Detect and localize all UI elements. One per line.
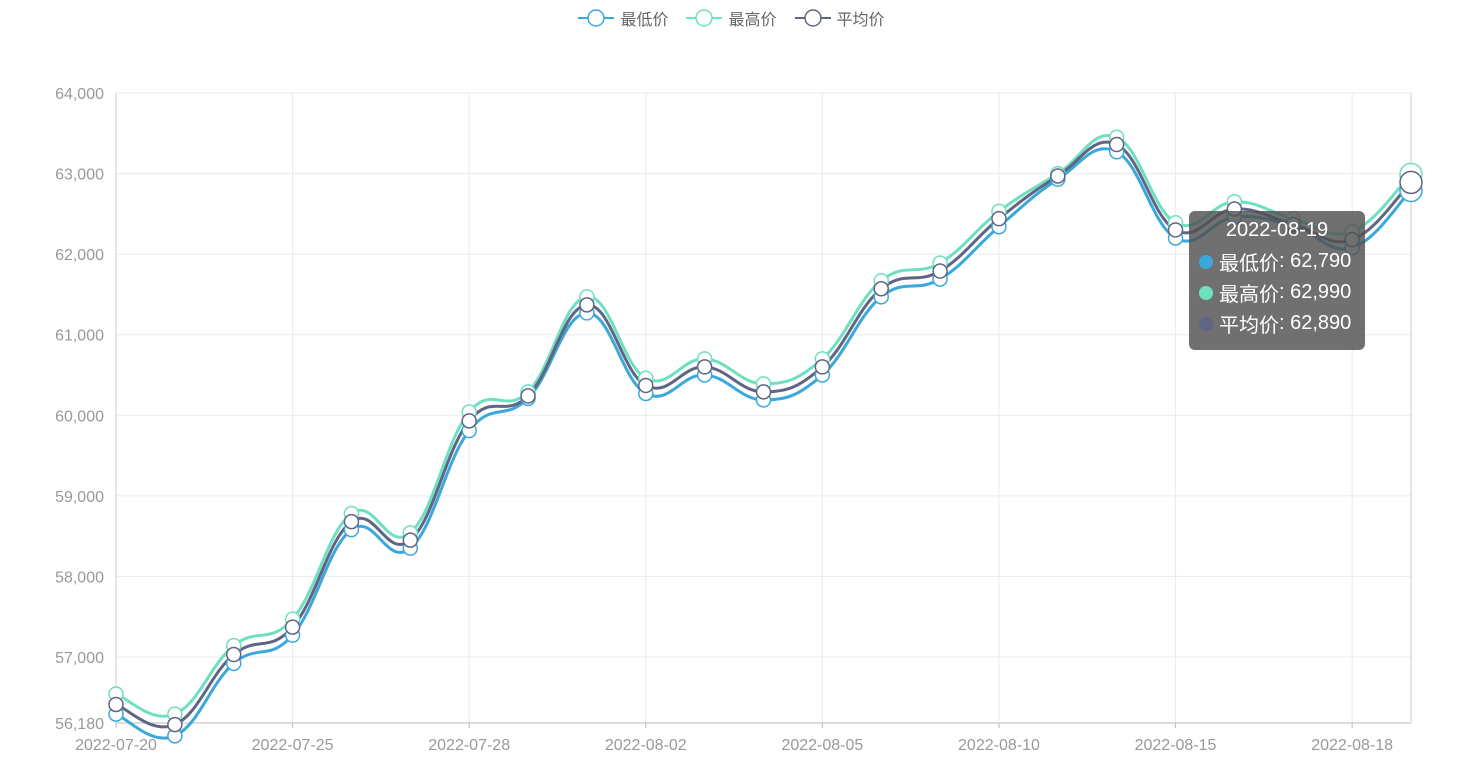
data-point bbox=[755, 384, 772, 400]
series-dot-icon bbox=[1199, 285, 1213, 300]
y-tick-label: 59,000 bbox=[55, 489, 104, 506]
data-point bbox=[1108, 136, 1125, 153]
legend-item-low[interactable]: 最低价 bbox=[578, 6, 668, 30]
x-tick-label: 2022-08-02 bbox=[605, 737, 687, 754]
legend-line-circle-icon bbox=[794, 9, 831, 27]
tooltip-row-high: 最高价: 62,990 bbox=[1199, 277, 1355, 308]
y-tick-label: 62,000 bbox=[55, 247, 104, 264]
tooltip-row-avg: 平均价: 62,890 bbox=[1199, 308, 1355, 339]
tooltip-series-value: 62,790 bbox=[1290, 250, 1352, 272]
legend-line-circle-icon bbox=[686, 9, 723, 27]
legend-label-low: 最低价 bbox=[620, 12, 669, 29]
data-point bbox=[108, 696, 124, 713]
data-point bbox=[873, 281, 889, 297]
data-point bbox=[284, 619, 301, 635]
series-dot-icon bbox=[1199, 316, 1213, 331]
legend-line-circle-icon bbox=[578, 9, 615, 27]
y-tick-label: 64,000 bbox=[55, 86, 104, 103]
data-point bbox=[696, 359, 713, 375]
data-point bbox=[1050, 168, 1066, 184]
data-point bbox=[225, 646, 242, 663]
x-tick-label: 2022-08-10 bbox=[958, 737, 1040, 754]
data-point bbox=[638, 377, 654, 394]
data-point bbox=[814, 359, 831, 375]
series-dot-icon bbox=[1199, 254, 1213, 269]
y-tick-label: 63,000 bbox=[55, 167, 104, 184]
x-tick-label: 2022-08-05 bbox=[781, 737, 863, 754]
y-tick-label: 58,000 bbox=[55, 569, 104, 586]
data-point bbox=[1399, 170, 1423, 195]
tooltip-series-value: 62,990 bbox=[1290, 281, 1352, 303]
tooltip-date: 2022-08-19 bbox=[1225, 219, 1329, 241]
tooltip-series-name: 最高价 bbox=[1219, 284, 1279, 306]
tooltip-series-value: 62,890 bbox=[1290, 312, 1352, 334]
x-tick-label: 2022-08-18 bbox=[1311, 737, 1393, 754]
y-tick-label: 56,180 bbox=[55, 716, 104, 733]
tooltip-series-name: 最低价 bbox=[1219, 253, 1279, 275]
data-point bbox=[579, 297, 595, 313]
tooltip-row-low: 最低价: 62,790 bbox=[1199, 246, 1355, 277]
tooltip-series-name: 平均价 bbox=[1219, 315, 1279, 337]
data-point bbox=[1167, 222, 1184, 238]
x-tick-label: 2022-07-20 bbox=[75, 737, 157, 754]
data-point bbox=[932, 263, 948, 279]
legend-label-high: 最高价 bbox=[728, 12, 777, 29]
chart-legend: 最低价 最高价 平均价 bbox=[0, 6, 1463, 30]
data-point bbox=[520, 388, 536, 404]
y-tick-label: 57,000 bbox=[55, 650, 104, 667]
y-tick-label: 60,000 bbox=[55, 408, 104, 425]
data-point bbox=[167, 716, 183, 733]
y-tick-label: 61,000 bbox=[55, 328, 104, 345]
chart-tooltip: 2022-08-19 最低价: 62,790 最高价: 62,990 平均价: … bbox=[1189, 211, 1365, 350]
data-point bbox=[343, 513, 360, 530]
data-point bbox=[402, 532, 419, 548]
x-tick-label: 2022-07-28 bbox=[428, 737, 510, 754]
x-tick-label: 2022-08-15 bbox=[1135, 737, 1217, 754]
x-tick-label: 2022-07-25 bbox=[252, 737, 334, 754]
legend-label-avg: 平均价 bbox=[836, 12, 885, 29]
data-point bbox=[461, 413, 477, 429]
data-point bbox=[991, 210, 1007, 227]
legend-item-high[interactable]: 最高价 bbox=[686, 6, 777, 30]
legend-item-avg[interactable]: 平均价 bbox=[794, 6, 885, 30]
